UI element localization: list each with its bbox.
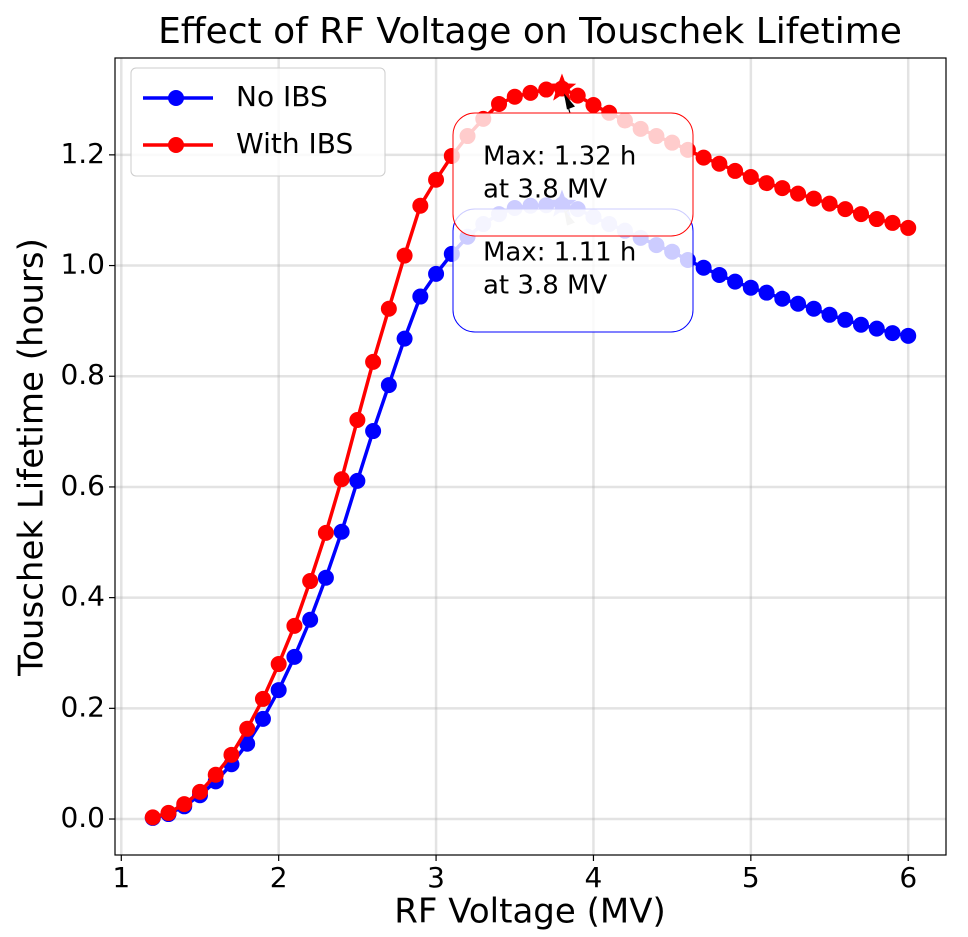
data-point <box>727 162 744 179</box>
y-axis-label: Touschek Lifetime (hours) <box>12 238 52 677</box>
plot-frame <box>114 57 947 856</box>
data-point <box>254 710 271 727</box>
data-point <box>333 471 350 488</box>
data-point <box>695 259 712 276</box>
max-star <box>547 73 577 101</box>
annotation-text: Max: 1.11 h <box>483 238 636 268</box>
y-tick-label: 0.2 <box>60 690 105 723</box>
data-point <box>302 573 319 590</box>
data-point <box>884 214 901 231</box>
data-point <box>176 796 193 813</box>
data-point <box>585 97 602 114</box>
data-point <box>884 325 901 342</box>
data-point <box>868 211 885 228</box>
data-point <box>821 306 838 323</box>
x-tick-label: 2 <box>270 861 288 894</box>
data-point <box>349 411 366 428</box>
legend-marker <box>168 90 184 106</box>
x-tick-label: 4 <box>585 861 603 894</box>
y-tick-label: 0.6 <box>60 469 105 502</box>
arrow-head <box>563 93 575 110</box>
data-point <box>695 149 712 166</box>
data-point <box>727 273 744 290</box>
x-tick-label: 1 <box>112 861 130 894</box>
data-point <box>270 682 287 699</box>
data-point <box>191 783 208 800</box>
data-point <box>853 316 870 333</box>
annotation-text: at 3.8 MV <box>483 175 607 205</box>
y-tick-label: 0.8 <box>60 358 105 391</box>
data-point <box>900 327 917 344</box>
x-tick-label: 3 <box>427 861 445 894</box>
data-point <box>805 300 822 317</box>
y-tick-label: 1.2 <box>60 137 105 170</box>
data-point <box>239 735 256 752</box>
data-point <box>742 168 759 185</box>
data-point <box>774 290 791 307</box>
data-point <box>349 472 366 489</box>
annotation-text: Max: 1.32 h <box>483 142 636 172</box>
data-point <box>239 720 256 737</box>
data-point <box>270 656 287 673</box>
annotation-text: at 3.8 MV <box>483 271 607 301</box>
data-point <box>506 88 523 105</box>
data-point <box>868 320 885 337</box>
data-point <box>837 201 854 218</box>
data-point <box>223 746 240 763</box>
data-point <box>774 180 791 197</box>
x-tick-label: 6 <box>899 861 917 894</box>
y-tick-label: 0.0 <box>60 801 105 834</box>
data-point <box>790 185 807 202</box>
data-point <box>900 219 917 236</box>
data-point <box>428 265 445 282</box>
data-point <box>365 423 382 440</box>
x-tick-label: 5 <box>742 861 760 894</box>
data-point <box>380 300 397 317</box>
data-point <box>569 87 586 104</box>
data-point <box>380 377 397 394</box>
data-point <box>207 766 224 783</box>
data-point <box>254 690 271 707</box>
y-tick-label: 1.0 <box>60 248 105 281</box>
data-point <box>853 206 870 223</box>
data-point <box>317 524 334 541</box>
data-point <box>821 195 838 212</box>
data-point <box>317 569 334 586</box>
y-tick-label: 0.4 <box>60 580 105 613</box>
data-point <box>491 95 508 112</box>
legend-label: With IBS <box>236 127 353 160</box>
data-point <box>758 175 775 192</box>
data-point <box>160 804 177 821</box>
data-point <box>412 197 429 214</box>
data-point <box>396 330 413 347</box>
data-point <box>365 353 382 370</box>
x-axis-label: RF Voltage (MV) <box>394 892 665 932</box>
data-point <box>711 155 728 172</box>
data-point <box>805 190 822 207</box>
data-point <box>412 288 429 305</box>
data-point <box>428 171 445 188</box>
data-point <box>742 279 759 296</box>
data-point <box>396 247 413 264</box>
legend-label: No IBS <box>236 80 328 113</box>
annotation-box <box>452 112 694 237</box>
chart-title: Effect of RF Voltage on Touschek Lifetim… <box>158 11 902 52</box>
data-point <box>522 84 539 101</box>
data-point <box>711 266 728 283</box>
data-point <box>144 809 161 826</box>
data-point <box>758 284 775 301</box>
legend-marker <box>168 137 184 153</box>
data-point <box>286 648 303 665</box>
data-point <box>790 295 807 312</box>
data-point <box>837 311 854 328</box>
legend-box <box>130 67 386 177</box>
data-point <box>302 611 319 628</box>
data-point <box>333 523 350 540</box>
data-point <box>286 617 303 634</box>
